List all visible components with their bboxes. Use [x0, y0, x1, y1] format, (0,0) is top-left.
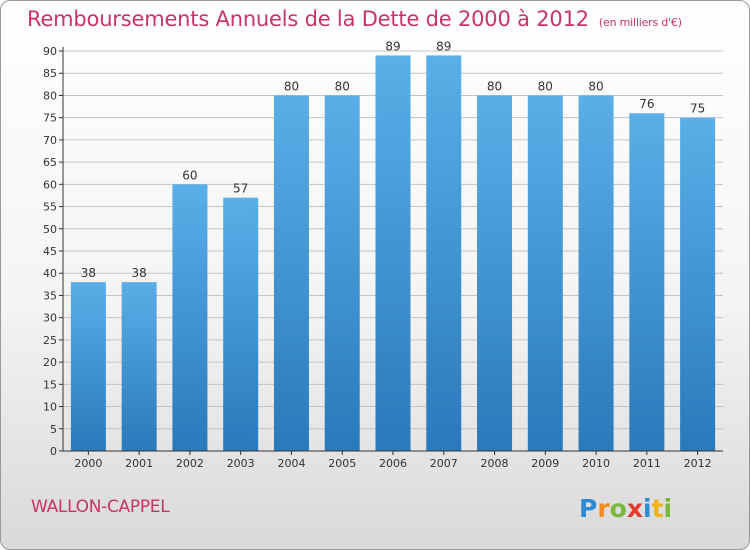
svg-text:Proxiti: Proxiti: [579, 494, 672, 523]
bar: [121, 282, 157, 451]
y-tick-label: 5: [50, 423, 57, 436]
x-tick-label: 2011: [633, 457, 661, 470]
bar: [375, 55, 411, 451]
data-label: 38: [81, 266, 96, 280]
y-tick-label: 40: [43, 267, 57, 280]
bar: [172, 184, 208, 452]
y-tick-label: 15: [43, 378, 57, 391]
bar: [680, 117, 716, 452]
y-tick-label: 35: [43, 289, 57, 302]
data-label: 57: [233, 182, 248, 196]
y-tick-label: 45: [43, 245, 57, 258]
y-tick-label: 50: [43, 223, 57, 236]
data-label: 80: [284, 79, 299, 93]
y-tick-label: 30: [43, 312, 57, 325]
y-tick-label: 75: [43, 112, 57, 125]
y-axis-ticks: 0 5 10 15 20 25 30 35 40 45 50 55 60 65 70 75 80 85 90: [43, 45, 63, 458]
x-tick-label: 2010: [582, 457, 610, 470]
x-tick-label: 2000: [74, 457, 102, 470]
chart-title-text: Remboursements Annuels de la Dette de 20…: [27, 7, 589, 31]
data-label: 89: [385, 39, 400, 53]
data-label: 76: [639, 97, 654, 111]
bar: [273, 95, 309, 451]
x-tick-label: 2001: [125, 457, 153, 470]
data-label: 80: [588, 79, 603, 93]
x-tick-label: 2002: [176, 457, 204, 470]
y-tick-label: 25: [43, 334, 57, 347]
x-tick-label: 2004: [277, 457, 305, 470]
y-tick-label: 60: [43, 178, 57, 191]
x-tick-label: 2009: [531, 457, 559, 470]
x-tick-label: 2006: [379, 457, 407, 470]
data-label: 75: [690, 102, 705, 116]
chart-title: Remboursements Annuels de la Dette de 20…: [27, 7, 682, 31]
bar: [477, 95, 513, 451]
data-label: 80: [487, 79, 502, 93]
y-tick-label: 85: [43, 67, 57, 80]
y-tick-label: 90: [43, 45, 57, 58]
bar: [578, 95, 614, 451]
data-labels: 38 38 60 57 80 80 89 89 80 80 80 76 75: [81, 39, 706, 280]
data-label: 89: [436, 39, 451, 53]
bar: [629, 113, 665, 451]
bars: [70, 55, 716, 452]
y-tick-label: 65: [43, 156, 57, 169]
proxiti-logo: Proxiti: [579, 494, 672, 523]
data-label: 80: [335, 79, 350, 93]
y-tick-label: 20: [43, 356, 57, 369]
data-label: 60: [182, 168, 197, 182]
x-tick-label: 2003: [227, 457, 255, 470]
y-tick-label: 10: [43, 401, 57, 414]
y-tick-label: 0: [50, 445, 57, 458]
bar: [324, 95, 360, 451]
data-label: 38: [132, 266, 147, 280]
x-tick-label: 2007: [430, 457, 458, 470]
x-axis-ticks: 2000 2001 2002 2003 2004 2005 2006 2007 2008 2009…: [74, 451, 712, 470]
x-tick-label: 2012: [684, 457, 712, 470]
chart-subtitle: (en milliers d'€): [598, 16, 682, 29]
bar: [527, 95, 563, 451]
x-tick-label: 2005: [328, 457, 356, 470]
bar: [70, 282, 106, 451]
data-label: 80: [538, 79, 553, 93]
bar: [223, 197, 259, 451]
y-tick-label: 70: [43, 134, 57, 147]
x-tick-label: 2008: [481, 457, 509, 470]
y-tick-label: 55: [43, 201, 57, 214]
y-tick-label: 80: [43, 89, 57, 102]
town-name: WALLON-CAPPEL: [31, 497, 170, 517]
bar: [426, 55, 462, 451]
